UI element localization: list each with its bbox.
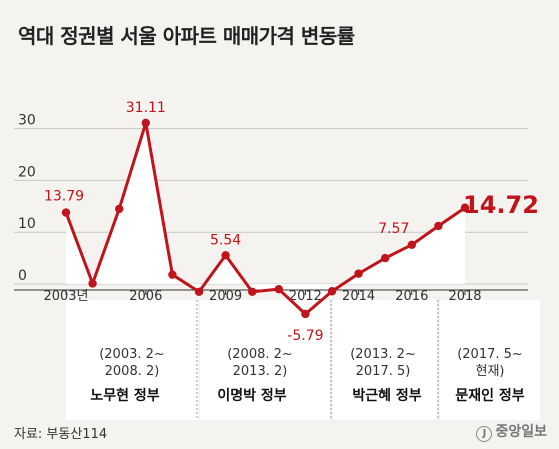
x-tick-label: 2018 [448,289,481,304]
data-label: 5.54 [210,232,241,248]
publisher-logo: J 중앙일보 [476,421,547,442]
chart-title: 역대 정권별 서울 아파트 매매가격 변동률 [18,24,355,48]
gov-band-roh [66,300,198,420]
data-point [194,287,204,296]
gov-period-line: (2017. 5~ [457,347,523,362]
gov-name-lee: 이명박 정부 [217,388,287,404]
data-label: -5.79 [287,328,323,344]
gov-period-line: (2008. 2~ [227,347,293,362]
data-label: 31.11 [126,100,166,116]
gov-band-moon [440,300,540,420]
series-line [64,121,466,316]
x-tick-label: 2003년 [43,289,88,304]
data-point [354,269,363,278]
data-point [88,279,97,288]
gov-period-roh: (2003. 2~ 2008. 2) [70,346,194,380]
gov-period-line: 2008. 2) [104,364,160,379]
data-point [168,270,177,279]
gov-period-lee: (2008. 2~ 2013. 2) [204,346,316,380]
x-tick-label: 2009 [209,289,242,304]
data-label: 7.57 [378,221,409,237]
data-point [460,203,470,212]
y-tick-label: 20 [18,164,36,180]
gov-period-line: 2013. 2) [232,364,288,379]
gov-band-lee [200,300,330,420]
gov-name-park: 박근혜 정부 [352,388,422,404]
data-point [381,253,390,263]
data-point [274,284,283,294]
area-fill [66,122,465,314]
x-tick-label: 2006 [129,289,162,304]
data-point [248,287,257,296]
source-note: 자료: 부동산114 [14,427,108,442]
data-label: 14.72 [463,191,539,219]
gov-period-line: 현재) [475,364,505,379]
x-tick-label: 2012 [289,289,322,304]
y-tick-label: 10 [18,216,36,232]
x-tick-label: 2014 [342,289,375,304]
gov-period-park: (2013. 2~ 2017. 5) [336,346,430,380]
data-point [141,118,150,128]
y-tick-label: 30 [18,113,36,129]
data-point [327,287,337,296]
gov-period-line: (2003. 2~ [99,347,165,362]
gov-band-park [333,300,437,420]
gov-period-line: 2017. 5) [355,364,411,379]
data-point [407,240,416,249]
data-label: 13.79 [44,189,84,205]
gov-period-moon: (2017. 5~ 현재) [444,346,536,380]
x-tick-label: 2016 [395,289,428,304]
gov-name-moon: 문재인 정부 [455,388,525,404]
data-point [301,309,310,319]
gov-name-roh: 노무현 정부 [90,388,160,404]
data-point [115,204,124,214]
logo-text: 중앙일보 [495,424,547,440]
data-point [434,221,443,231]
data-point [61,208,71,217]
logo-icon: J [476,426,493,442]
y-tick-label: 0 [18,268,27,284]
gov-period-line: (2013. 2~ [350,347,416,362]
data-point [221,251,230,260]
